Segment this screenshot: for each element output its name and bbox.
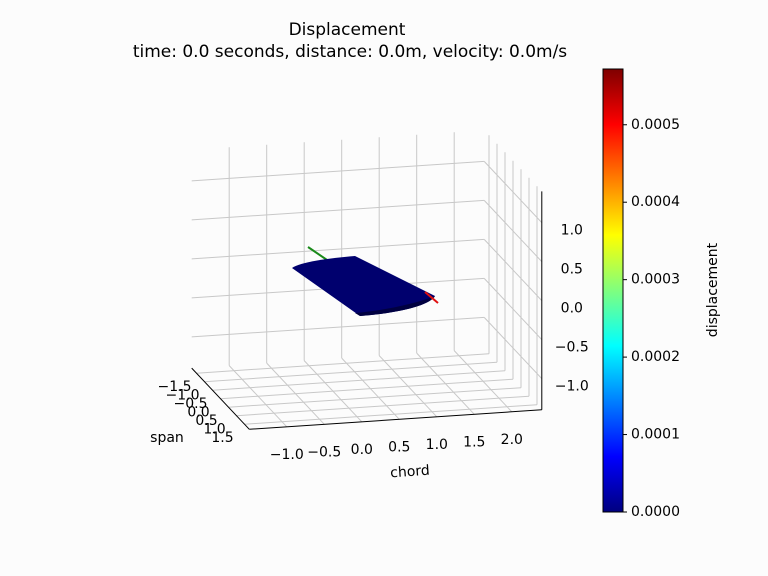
grid-line (483, 278, 543, 340)
axis-line (249, 409, 542, 430)
y-axis-label: span (150, 430, 184, 446)
colorbar-tick-label: 0.0005 (631, 117, 680, 133)
x-tick-label: 1.5 (463, 434, 485, 450)
colorbar-tick-label: 0.0004 (631, 194, 680, 210)
y-tick-label: 1.5 (211, 430, 233, 446)
z-tick-label: 1.0 (561, 223, 583, 239)
x-tick-label: 0.5 (388, 439, 410, 455)
wing-surface (292, 256, 435, 316)
grid-line (483, 317, 543, 379)
axis-line (191, 367, 250, 430)
z-tick-label: 0.0 (561, 301, 583, 317)
colorbar-label: displacement (705, 242, 721, 337)
y-tick-label: −1.5 (158, 379, 192, 395)
colorbar-tick-label: 0.0000 (631, 504, 680, 520)
grid-line (220, 378, 514, 400)
axis-indicator (424, 291, 439, 304)
y-tick-label: −1.0 (166, 388, 200, 404)
x-tick-label: −1.0 (270, 447, 304, 463)
x-tick-label: 0.0 (351, 442, 373, 458)
x-tick-label: −0.5 (307, 444, 341, 460)
grid-line (244, 404, 538, 425)
colorbar (602, 68, 624, 513)
y-tick-label: −0.5 (174, 396, 208, 412)
colorbar-tick-label: 0.0003 (631, 272, 680, 288)
wing-edge (355, 296, 435, 316)
grid-line (236, 395, 530, 417)
grid-line (483, 161, 543, 223)
x-tick-label: 2.0 (501, 432, 523, 448)
y-tick-label: 0.0 (187, 405, 209, 421)
z-tick-label: 0.5 (561, 262, 583, 278)
grid (191, 132, 543, 428)
z-tick-label: −1.0 (555, 379, 589, 395)
grid-line (483, 200, 543, 262)
wing (292, 246, 439, 316)
x-tick-label: 1.0 (426, 437, 448, 453)
z-tick-label: −0.5 (555, 340, 589, 356)
chart-subtitle: time: 0.0 seconds, distance: 0.0m, veloc… (133, 42, 567, 62)
grid-line (196, 353, 490, 374)
x-axis-label: chord (390, 463, 431, 482)
y-tick-label: 1.0 (203, 422, 225, 438)
grid-line (191, 238, 485, 260)
grid-line (204, 361, 498, 383)
grid-line (191, 199, 485, 221)
grid-line (483, 239, 543, 301)
grid-line (191, 316, 485, 338)
grid-line (212, 370, 506, 391)
chart-title: Displacement (289, 20, 406, 40)
colorbar-tick-label: 0.0002 (631, 349, 680, 365)
y-tick-label: 0.5 (195, 413, 217, 429)
grid-line (228, 387, 522, 408)
colorbar-tick-label: 0.0001 (631, 427, 680, 443)
grid-line (191, 160, 485, 182)
